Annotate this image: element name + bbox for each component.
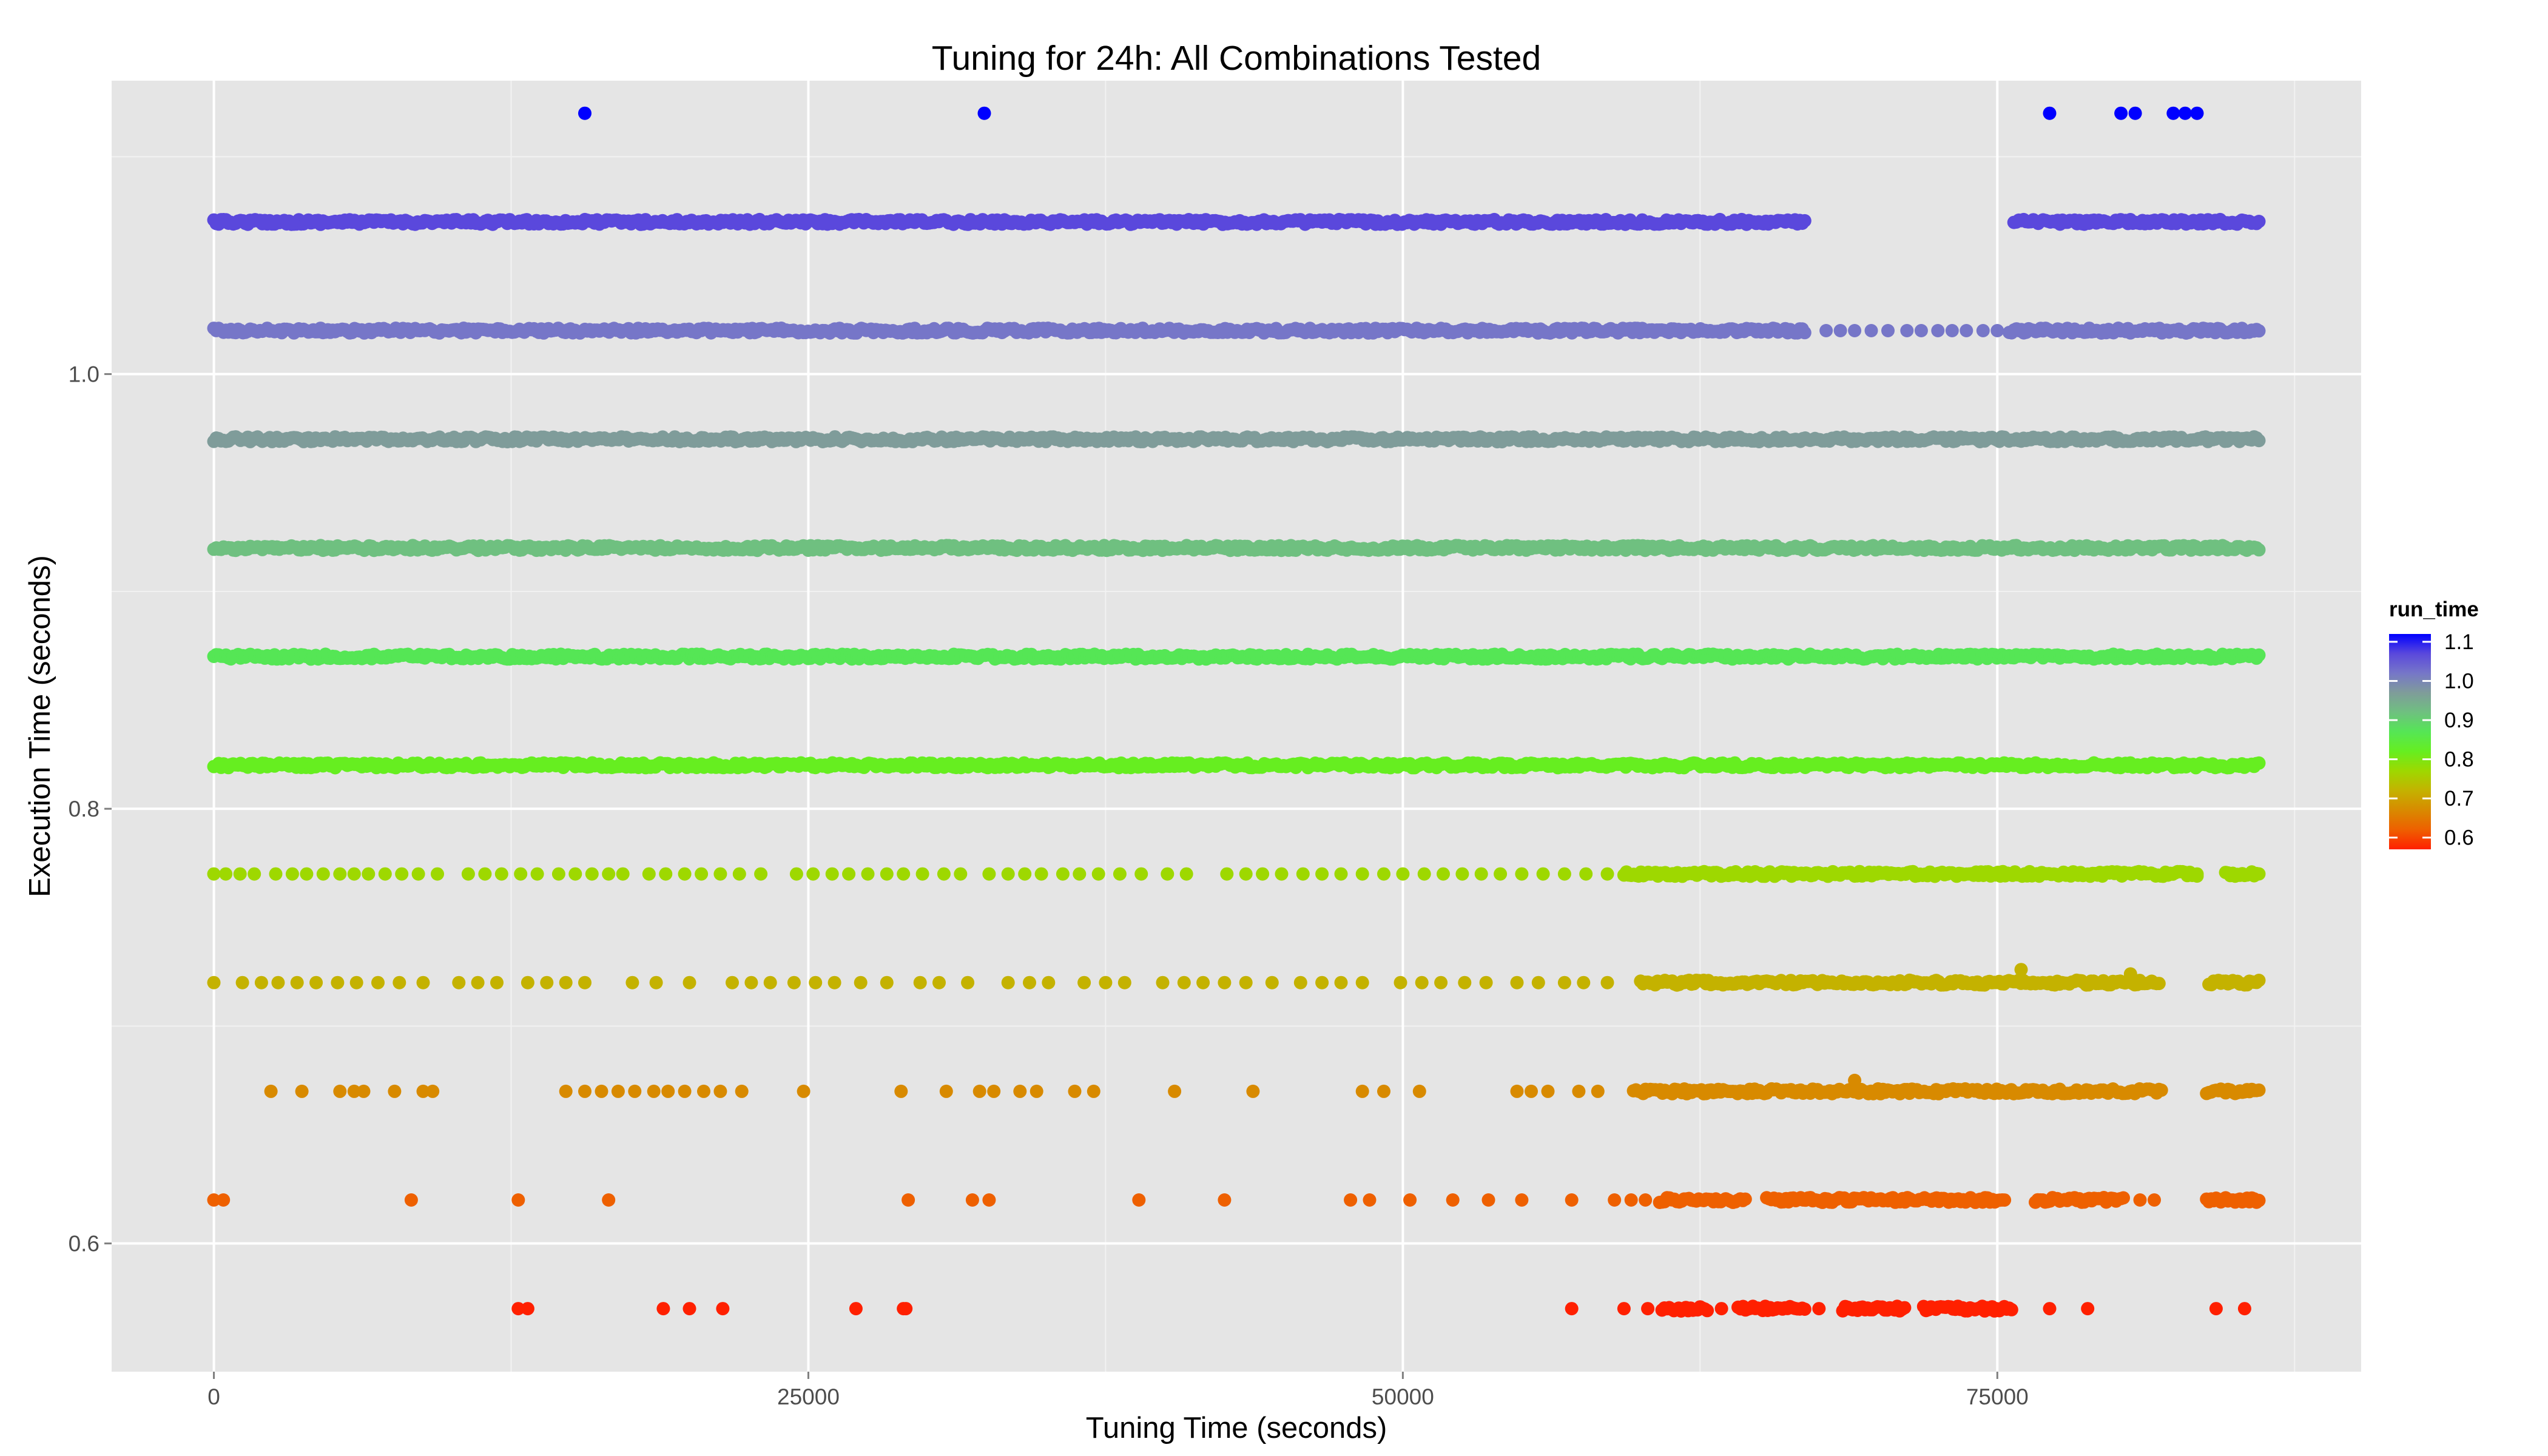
data-point (2043, 106, 2057, 120)
data-point (1881, 324, 1895, 337)
series-0.77 (207, 864, 2266, 883)
data-point (1976, 324, 1990, 337)
data-point (1931, 324, 1945, 337)
data-point (2252, 543, 2266, 557)
data-point (2128, 106, 2142, 120)
series-0.87 (207, 647, 2266, 666)
series-1.07 (207, 212, 2266, 231)
grid-lines (112, 81, 2361, 1372)
series-1.12 (578, 106, 2204, 120)
data-point (1798, 326, 1812, 340)
data-point (1960, 324, 1973, 337)
data-point (2252, 434, 2266, 448)
data-point (1833, 324, 1847, 337)
data-points (207, 106, 2266, 1318)
data-point (977, 106, 991, 120)
data-point (1945, 324, 1959, 337)
data-point (2252, 215, 2266, 228)
series-0.97 (207, 430, 2266, 449)
data-point (1914, 324, 1928, 337)
data-point (2114, 106, 2128, 120)
data-point (578, 106, 592, 120)
data-point (2178, 106, 2192, 120)
data-point (1990, 324, 2004, 337)
plot-panel (112, 81, 2361, 1372)
data-point (1900, 324, 1914, 337)
data-point (2252, 756, 2266, 770)
data-point (2166, 106, 2180, 120)
data-point (2252, 324, 2266, 338)
data-point (2252, 648, 2266, 662)
series-0.82 (207, 756, 2266, 775)
data-point (1798, 214, 1812, 228)
data-point (1864, 324, 1878, 337)
series-0.92 (207, 539, 2266, 558)
data-point (1819, 324, 1833, 337)
data-point (1848, 324, 1862, 337)
series-1.02 (207, 322, 2266, 340)
data-point (2190, 106, 2204, 120)
